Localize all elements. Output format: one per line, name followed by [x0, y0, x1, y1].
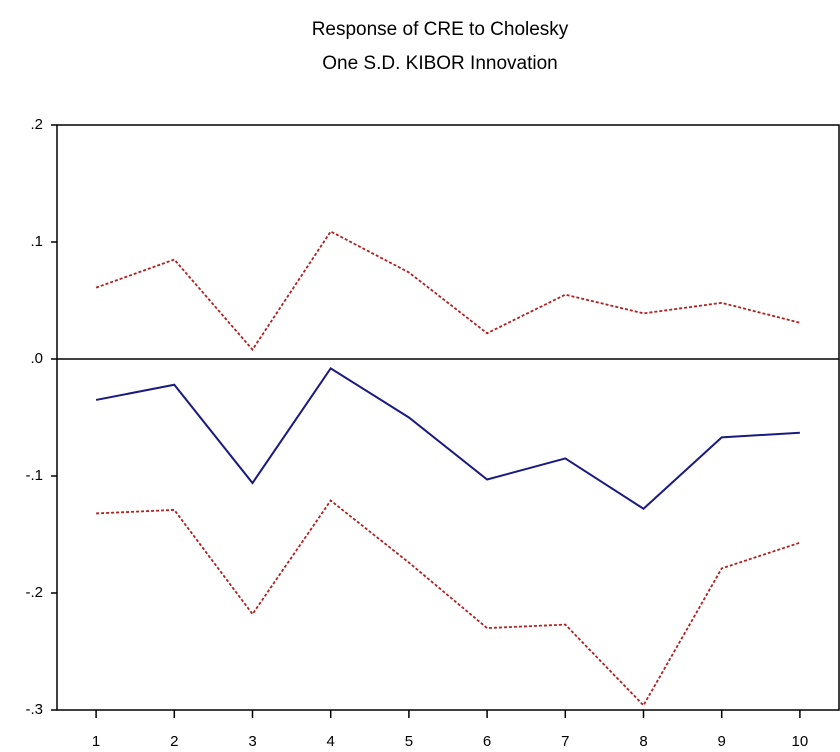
- y-tick-label: .2: [30, 116, 43, 133]
- chart-title: Response of CRE to Cholesky: [312, 19, 569, 40]
- x-tick-label: 3: [248, 733, 256, 750]
- x-tick-label: 7: [561, 733, 569, 750]
- x-tick-label: 6: [483, 733, 491, 750]
- y-tick-label: -.3: [25, 701, 43, 718]
- series-line: [95, 367, 800, 511]
- x-tick-label: 8: [639, 733, 647, 750]
- plot-frame: [56, 124, 840, 711]
- series-line: [96, 499, 801, 707]
- x-tick-label: 1: [92, 733, 100, 750]
- y-tick-label: .1: [30, 233, 43, 250]
- x-tick-label: 10: [792, 733, 809, 750]
- series-line: [95, 230, 801, 352]
- y-tick-label: .0: [30, 350, 43, 367]
- x-tick-label: 5: [405, 733, 413, 750]
- y-tick-label: -.1: [25, 467, 43, 484]
- x-tick-label: 4: [327, 733, 335, 750]
- x-tick-label: 9: [718, 733, 726, 750]
- x-tick-label: 2: [170, 733, 178, 750]
- chart-subtitle: One S.D. KIBOR Innovation: [322, 53, 558, 74]
- y-tick-label: -.2: [25, 584, 43, 601]
